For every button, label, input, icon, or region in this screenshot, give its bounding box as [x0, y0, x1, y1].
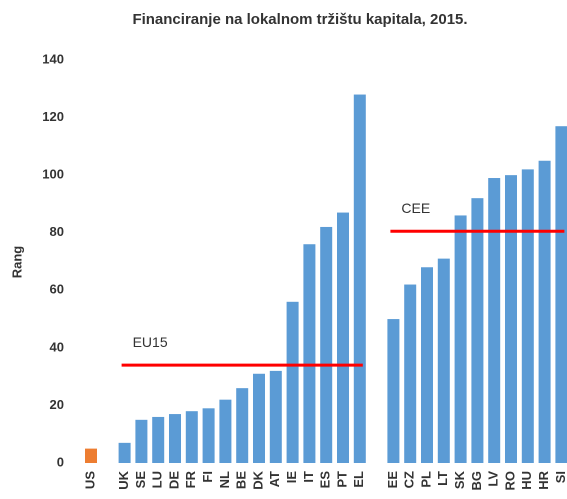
x-tick-label: HU	[519, 471, 534, 490]
y-axis-label: Rang	[9, 246, 24, 279]
x-tick-label: UK	[116, 470, 131, 489]
y-tick-label: 100	[42, 167, 64, 182]
bar	[169, 414, 181, 463]
bar	[353, 94, 366, 464]
bar	[286, 301, 299, 463]
x-tick-label: ES	[318, 471, 333, 489]
x-tick-label: AT	[267, 471, 282, 487]
x-tick-label: EL	[351, 471, 366, 488]
y-tick-label: 80	[50, 224, 64, 239]
x-tick-label: EE	[385, 471, 400, 489]
bar	[505, 175, 517, 463]
bar	[421, 267, 433, 463]
x-tick-label: PL	[418, 471, 433, 488]
x-tick-label: FI	[200, 471, 215, 483]
bar	[454, 215, 467, 463]
x-tick-label: SE	[133, 471, 148, 489]
x-tick-label: BE	[234, 471, 249, 489]
x-tick-label: SK	[452, 470, 467, 489]
bar	[538, 160, 551, 463]
y-tick-label: 120	[42, 109, 64, 124]
x-tick-label: LT	[435, 471, 450, 486]
y-tick-label: 0	[57, 454, 64, 469]
x-tick-label: BG	[469, 471, 484, 491]
x-tick-label: NL	[217, 471, 232, 488]
bar	[303, 244, 316, 463]
bar	[118, 442, 131, 463]
x-tick-label: CZ	[402, 471, 417, 488]
bar	[521, 169, 534, 463]
x-tick-label: DE	[166, 471, 181, 489]
reference-label: EU15	[133, 334, 168, 350]
bar	[320, 226, 333, 463]
bar	[387, 319, 400, 463]
x-tick-label: IT	[301, 471, 316, 483]
y-tick-label: 60	[50, 282, 64, 297]
bar	[555, 126, 567, 463]
x-tick-label: RO	[502, 471, 517, 491]
chart-title: Financiranje na lokalnom tržištu kapital…	[132, 11, 467, 28]
x-tick-label: LU	[150, 471, 165, 488]
bar	[404, 284, 417, 463]
bar	[219, 399, 232, 463]
x-tick-label: LV	[486, 471, 501, 487]
x-tick-label: PT	[334, 471, 349, 488]
bar	[85, 448, 97, 463]
bar	[202, 408, 215, 463]
reference-label: CEE	[401, 200, 430, 216]
x-tick-label: DK	[250, 470, 265, 489]
bar	[488, 178, 501, 463]
x-tick-label: SI	[553, 471, 567, 483]
bar	[253, 373, 265, 463]
x-tick-label: IE	[284, 471, 299, 484]
x-tick-label: HR	[536, 470, 551, 489]
y-tick-label: 40	[50, 339, 64, 354]
bar	[152, 416, 165, 463]
bar	[236, 388, 249, 463]
x-tick-label: FR	[183, 470, 198, 488]
bar	[437, 258, 450, 463]
bar	[471, 198, 484, 463]
bar	[135, 419, 148, 463]
y-tick-label: 20	[50, 397, 64, 412]
bar	[185, 411, 198, 463]
y-tick-label: 140	[42, 51, 64, 66]
bar	[269, 370, 282, 463]
bar	[337, 212, 349, 463]
x-tick-label: US	[82, 471, 97, 489]
